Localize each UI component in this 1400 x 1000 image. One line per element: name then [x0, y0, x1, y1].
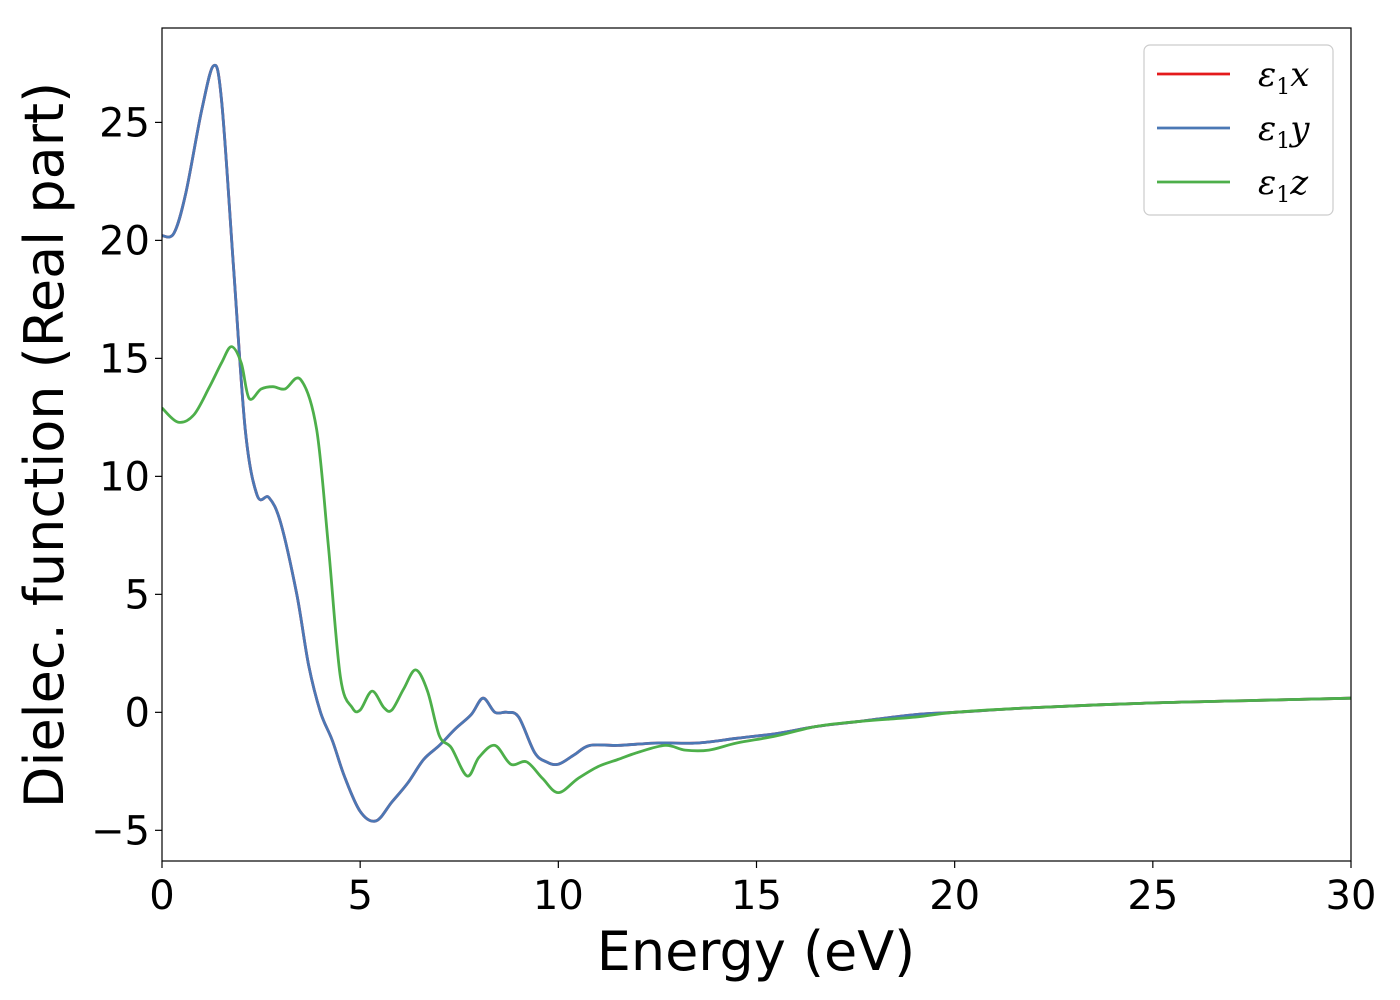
y-tick-label: 20 — [99, 218, 150, 264]
y-tick-label: 25 — [99, 100, 150, 146]
y-tick-label: 0 — [125, 690, 150, 736]
y-tick-label: 5 — [125, 572, 150, 618]
y-axis: −5 0 5 10 15 20 25 — [91, 100, 162, 854]
x-tick-label: 20 — [929, 873, 980, 919]
legend-box — [1143, 44, 1334, 216]
legend-label-x: ε1x — [1258, 55, 1309, 100]
x-tick-label: 10 — [533, 873, 584, 919]
y-axis-title: Dielec. function (Real part) — [13, 82, 76, 808]
legend-label-y: ε1y — [1258, 109, 1310, 154]
x-axis-title: Energy (eV) — [597, 920, 916, 983]
y-tick-label: −5 — [91, 808, 150, 854]
series-line-z — [162, 345, 1351, 794]
y-tick-label: 15 — [99, 336, 150, 382]
x-axis: 0 5 10 15 20 25 30 — [149, 861, 1376, 919]
x-tick-label: 5 — [347, 873, 372, 919]
x-tick-label: 30 — [1326, 873, 1377, 919]
x-tick-label: 15 — [731, 873, 782, 919]
x-tick-label: 0 — [149, 873, 174, 919]
series-layer — [162, 63, 1351, 823]
legend: ε1x ε1y ε1z — [1143, 44, 1334, 216]
legend-label-z: ε1z — [1258, 163, 1309, 208]
y-tick-label: 10 — [99, 454, 150, 500]
x-tick-label: 25 — [1127, 873, 1178, 919]
